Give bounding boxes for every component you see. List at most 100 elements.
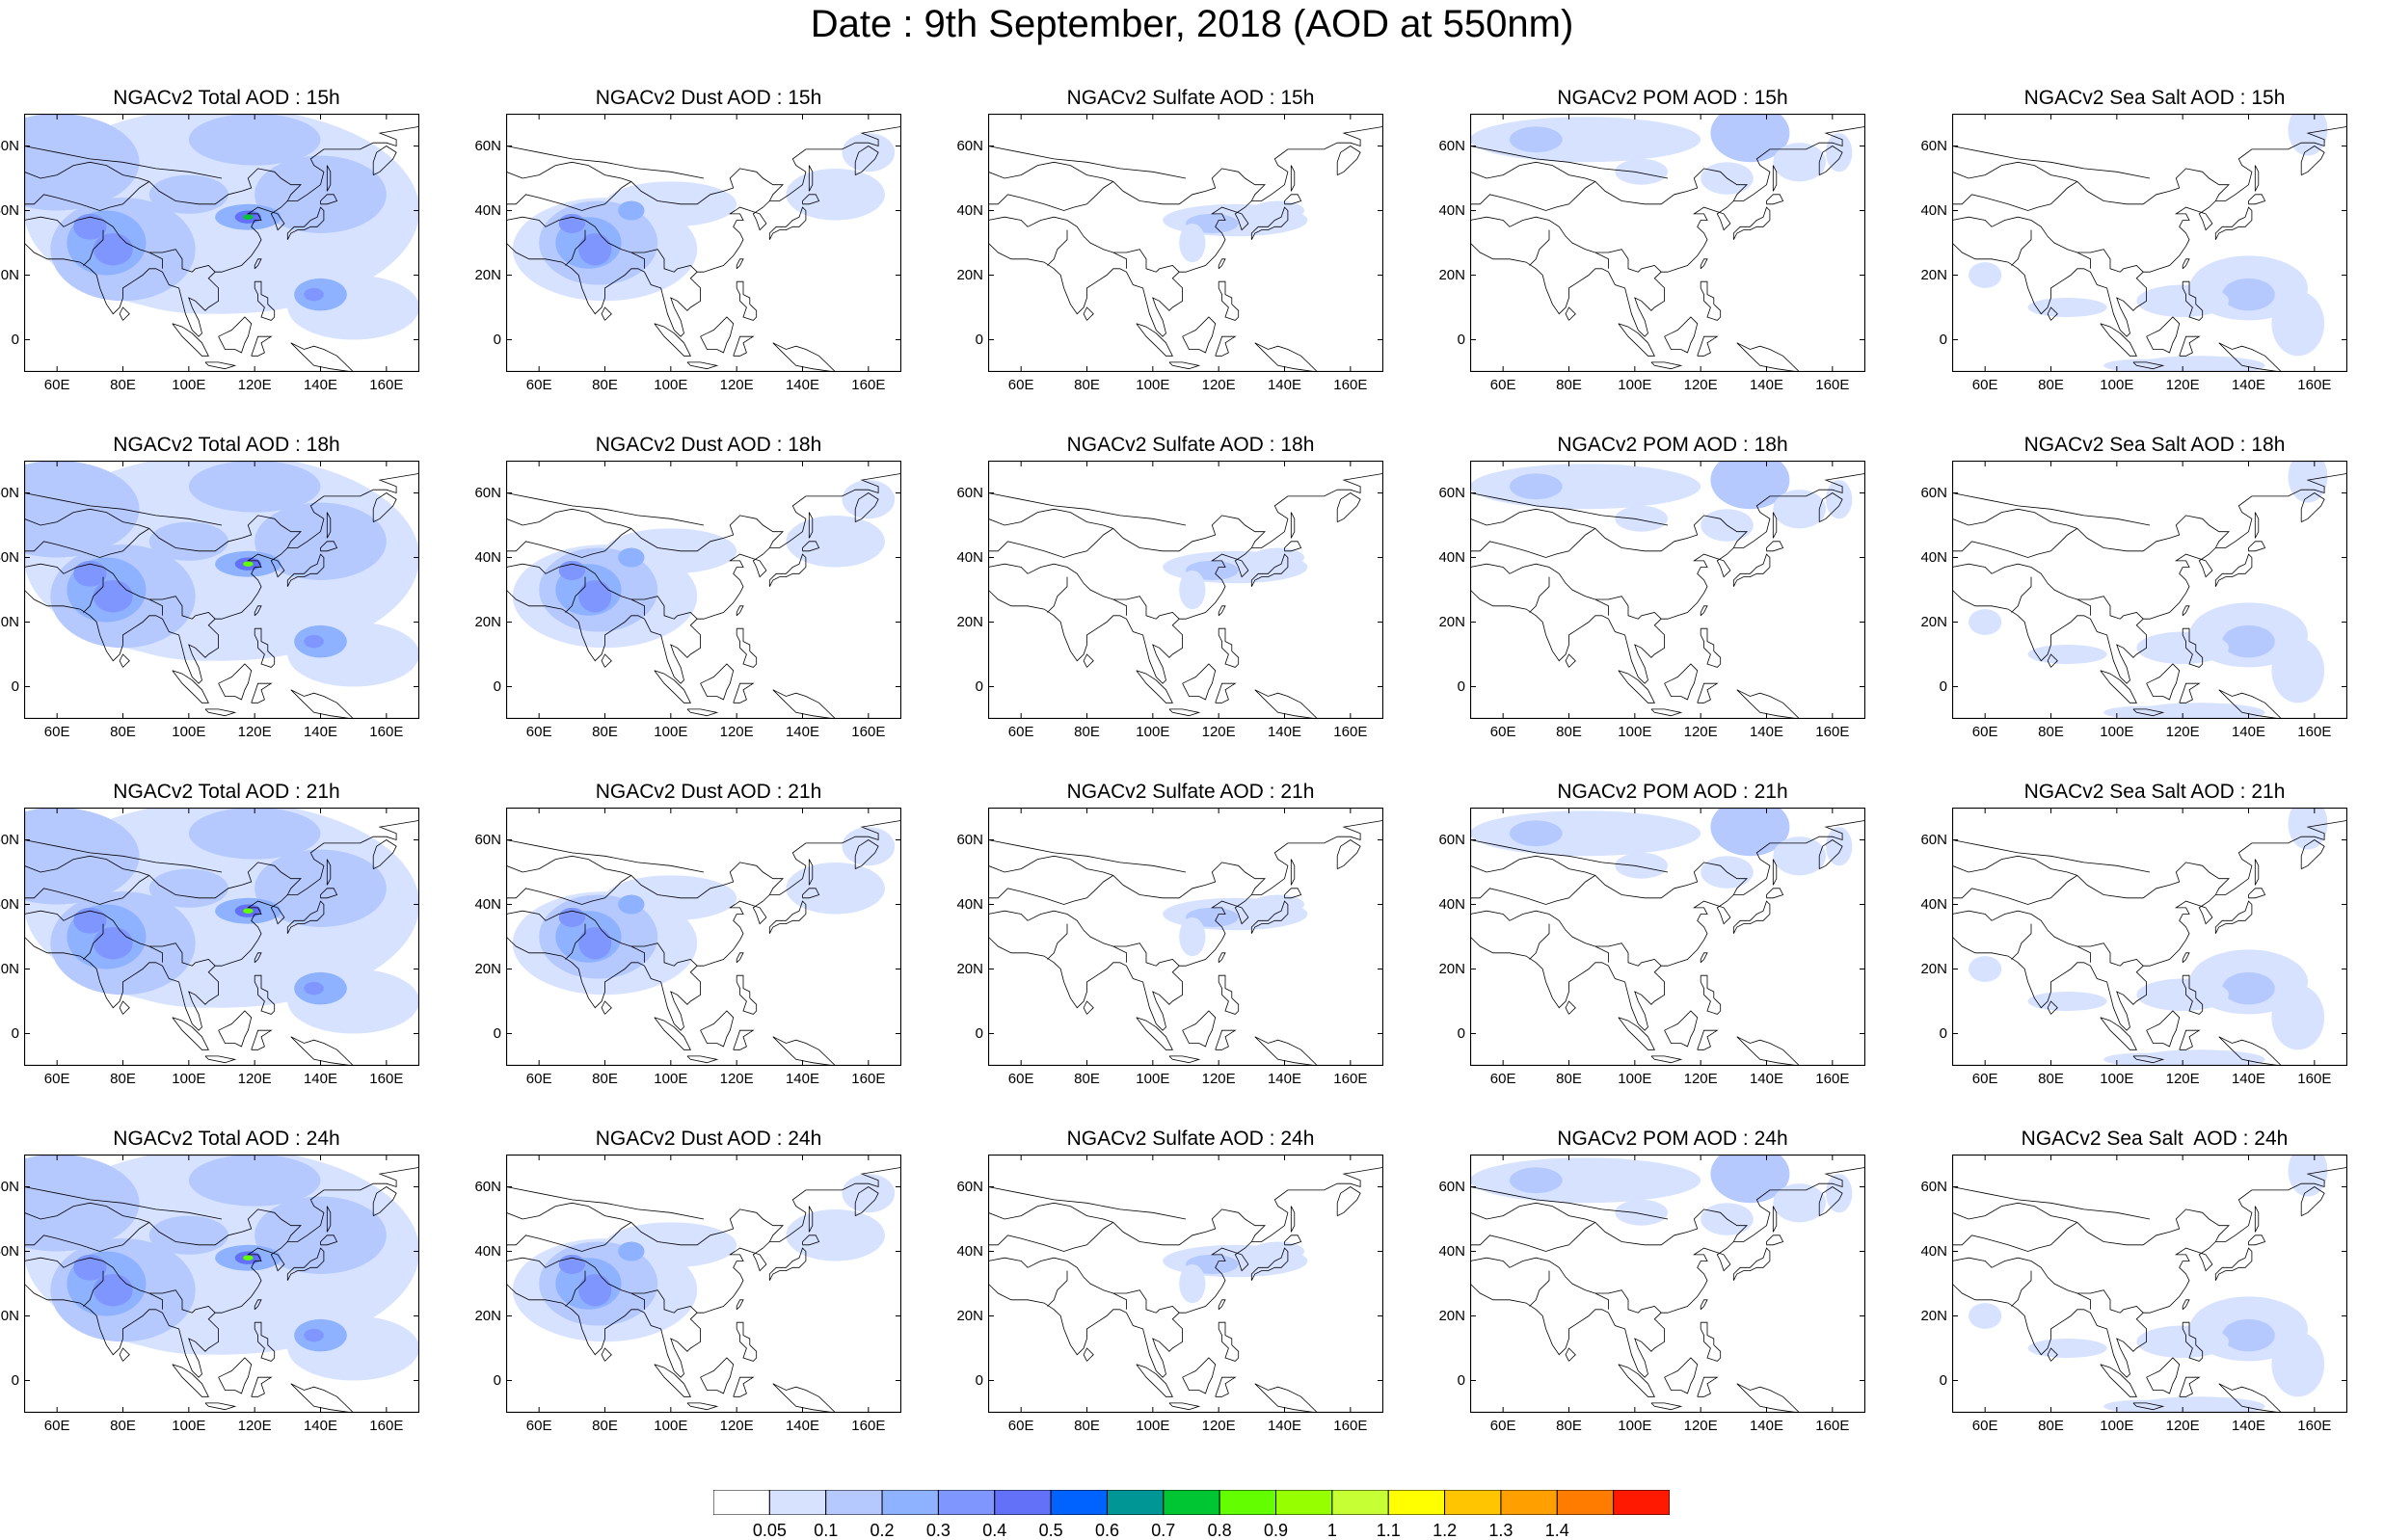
coastline: [1700, 974, 1722, 1015]
colorbar-tick-label: 0.2: [870, 1521, 895, 1540]
colorbar-tick-label: 1.4: [1544, 1521, 1569, 1540]
coastline: [24, 473, 419, 684]
aod-contour-region: [1251, 1241, 1304, 1261]
longitude-label: 80E: [1556, 1071, 1582, 1087]
map-panel: NGACv2 Sulfate AOD : 24h 60N 40N 20N 0 60E 80E…: [956, 1128, 1383, 1434]
longitude-label: 160E: [1815, 377, 1850, 393]
longitude-label: 80E: [1074, 1071, 1100, 1087]
coastline: [251, 1029, 273, 1050]
longitude-label: 80E: [1556, 724, 1582, 740]
coastline: [654, 1364, 691, 1397]
latitude-label: 40N: [1920, 895, 1947, 913]
longitude-label: 160E: [1333, 724, 1368, 740]
coastline: [1290, 1206, 1296, 1233]
map-frame: [988, 1155, 1383, 1413]
latitude-label: 60N: [1438, 137, 1465, 154]
aod-contour-region: [2103, 1399, 2183, 1413]
coastline: [1565, 306, 1576, 321]
latitude-label: 60N: [1920, 484, 1947, 501]
aod-contour-region: [304, 634, 324, 649]
map-border: [24, 808, 419, 1066]
aod-contour-region: [1251, 547, 1304, 568]
longitude-label: 60E: [1489, 1418, 1516, 1434]
aod-contour-region: [148, 521, 228, 561]
coastline: [802, 541, 820, 552]
coastline: [1565, 1000, 1576, 1015]
coastline: [1047, 1270, 1068, 1307]
latitude-label: 40N: [0, 548, 19, 566]
longitude-label: 120E: [237, 1071, 272, 1087]
coastline: [24, 862, 302, 905]
longitude-label: 100E: [2100, 1071, 2134, 1087]
coastline: [654, 1017, 691, 1050]
coastline: [24, 515, 302, 558]
coastline: [988, 839, 1187, 873]
longitude-label: 120E: [719, 377, 754, 393]
map-field: [506, 114, 901, 372]
aod-contour-region: [1969, 1303, 2002, 1329]
coastline: [686, 1402, 719, 1411]
aod-contour-region: [304, 287, 324, 302]
latitude-label: 0: [11, 1371, 19, 1389]
longitude-label: 140E: [785, 1071, 820, 1087]
longitude-label: 120E: [1683, 724, 1718, 740]
map-panel: NGACv2 Total AOD : 18h 60N 40N 20N 0 60E 80E 10…: [0, 434, 419, 740]
coastline: [372, 492, 397, 522]
coastline: [204, 1055, 237, 1064]
longitude-label: 140E: [785, 377, 820, 393]
coastline: [2146, 1010, 2181, 1048]
coastline: [1618, 323, 1655, 357]
coastline: [254, 1299, 262, 1311]
longitude-label: 120E: [719, 724, 754, 740]
map-panel: NGACv2 Sea Salt AOD : 21h 60N 40N 20N 0 60E 80…: [1920, 781, 2347, 1087]
longitude-label: 140E: [303, 724, 338, 740]
longitude-label: 120E: [1201, 1418, 1236, 1434]
coastline: [2011, 229, 2032, 266]
coastline: [2146, 1357, 2181, 1394]
longitude-label: 100E: [172, 1071, 206, 1087]
aod-contour-region: [842, 480, 896, 519]
aod-contour-region: [2103, 705, 2183, 719]
coastline: [1700, 627, 1722, 668]
longitude-label: 80E: [592, 1418, 618, 1434]
coastline: [1470, 1257, 1662, 1314]
aod-contour-region: [1826, 827, 1853, 866]
coastline: [1952, 508, 2077, 529]
longitude-label: 60E: [43, 377, 70, 393]
coastline: [1168, 361, 1201, 370]
coastline: [24, 820, 419, 1031]
aod-contour-region: [1615, 852, 1668, 879]
coastline: [372, 839, 397, 869]
aod-contour-region: [2222, 971, 2275, 1005]
latitude-label: 60N: [0, 831, 19, 848]
coastline: [254, 974, 276, 1015]
map-panel: NGACv2 Total AOD : 15h 60N 40N 20N 0 60E 80E 10…: [0, 87, 419, 393]
coastline: [2300, 146, 2325, 175]
coastline: [1290, 859, 1296, 886]
coastline: [772, 689, 837, 719]
coastline: [320, 888, 338, 899]
map-field: [24, 461, 419, 719]
coastline: [2218, 342, 2283, 372]
latitude-label: 0: [11, 677, 19, 695]
coastline: [2182, 258, 2190, 270]
latitude-label: 60N: [956, 831, 983, 848]
latitude-label: 0: [975, 331, 983, 348]
aod-contour-region: [1179, 916, 1206, 957]
map-border: [506, 461, 901, 719]
coastline: [768, 1247, 807, 1281]
coastline: [1594, 252, 1609, 269]
coastline: [1594, 945, 1609, 963]
coastline: [1215, 335, 1237, 357]
coastline: [601, 653, 612, 668]
longitude-label: 60E: [1489, 724, 1516, 740]
coastline: [506, 216, 698, 273]
latitude-label: 20N: [0, 960, 19, 977]
coastline: [854, 839, 879, 869]
coastline: [1218, 1299, 1226, 1311]
longitude-label: 100E: [2100, 724, 2134, 740]
colorbar-swatch: [1219, 1490, 1277, 1515]
coastline: [24, 1257, 216, 1314]
latitude-label: 40N: [1920, 1242, 1947, 1260]
map-panel: NGACv2 Sea Salt AOD : 24h 60N 40N 20N 0 60E 80…: [1920, 1128, 2347, 1434]
